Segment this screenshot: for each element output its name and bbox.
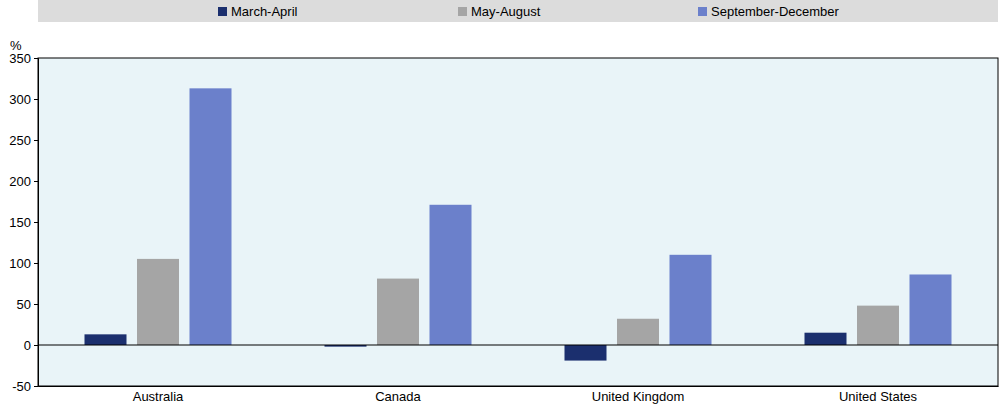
y-tick: 150: [9, 215, 38, 230]
y-tick-mark: [34, 181, 38, 182]
legend-swatch: [218, 7, 227, 16]
y-tick-mark: [34, 140, 38, 141]
y-tick-mark: [34, 345, 38, 346]
x-tick: Australia: [133, 386, 184, 404]
plot-background: [38, 58, 998, 386]
legend-label: March-April: [231, 4, 298, 19]
legend-box: [38, 0, 998, 22]
bar: [430, 205, 472, 345]
bar: [565, 345, 607, 361]
y-tick-label: 250: [9, 133, 31, 148]
y-tick: 0: [24, 338, 38, 353]
x-tick: Canada: [375, 386, 421, 404]
bar: [137, 259, 179, 345]
legend-swatch: [458, 7, 467, 16]
x-tick: United States: [839, 386, 918, 404]
bar: [805, 333, 847, 345]
y-axis: -50050100150200250300350: [9, 51, 38, 394]
y-tick: 50: [17, 297, 38, 312]
bar: [670, 255, 712, 345]
y-tick: 200: [9, 174, 38, 189]
zero-line: [38, 345, 998, 346]
y-tick-mark: [34, 99, 38, 100]
x-axis: Australia Canada United Kingdom United Stat…: [39, 386, 999, 404]
y-tick-label: 300: [9, 92, 31, 107]
legend-label: September-December: [711, 4, 840, 19]
chart: March-April May-August September-December -…: [0, 0, 1000, 409]
bar: [377, 279, 419, 345]
bar: [190, 88, 232, 345]
x-tick-label: Australia: [133, 389, 184, 404]
y-tick: -50: [12, 379, 38, 394]
plot-frame: [38, 58, 998, 386]
y-tick: 250: [9, 133, 38, 148]
bars: [85, 88, 952, 360]
x-tick-label: Canada: [375, 389, 421, 404]
y-tick-mark: [34, 263, 38, 264]
y-tick-label: 150: [9, 215, 31, 230]
y-axis-title: %: [10, 38, 22, 53]
y-tick-label: 200: [9, 174, 31, 189]
y-tick-label: 50: [17, 297, 31, 312]
y-tick-mark: [34, 304, 38, 305]
y-tick-mark: [34, 386, 38, 387]
y-tick-label: 100: [9, 256, 31, 271]
x-tick-label: United Kingdom: [592, 389, 685, 404]
y-axis-line: [34, 59, 39, 387]
plot: -50050100150200250300350AustraliaCanadaU…: [9, 51, 998, 405]
legend-label: May-August: [471, 4, 541, 19]
y-tick-label: -50: [12, 379, 31, 394]
bar: [910, 274, 952, 345]
bar: [617, 319, 659, 345]
y-tick-label: 0: [24, 338, 31, 353]
y-tick-mark: [34, 222, 38, 223]
bar: [85, 334, 127, 345]
y-tick: 300: [9, 92, 38, 107]
y-tick-mark: [34, 58, 38, 59]
x-axis-line: [39, 386, 999, 387]
y-tick: 100: [9, 256, 38, 271]
legend-swatch: [698, 7, 707, 16]
x-tick: United Kingdom: [592, 386, 685, 404]
bar: [857, 306, 899, 345]
x-tick-label: United States: [839, 389, 918, 404]
legend: March-April May-August September-December: [38, 0, 998, 22]
